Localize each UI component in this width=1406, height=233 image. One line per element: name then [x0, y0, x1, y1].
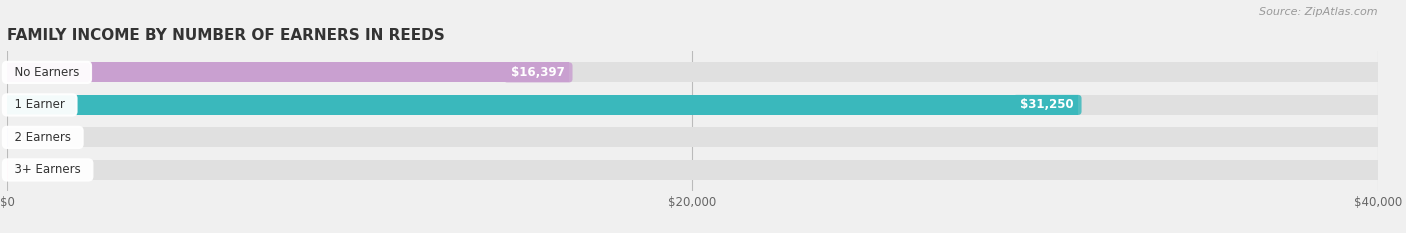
Text: Source: ZipAtlas.com: Source: ZipAtlas.com: [1260, 7, 1378, 17]
Text: 1 Earner: 1 Earner: [7, 98, 72, 111]
Bar: [7, 95, 1078, 115]
Text: $16,397: $16,397: [508, 66, 569, 79]
Bar: [7, 62, 1378, 82]
Text: $31,250: $31,250: [1017, 98, 1078, 111]
Text: $0: $0: [14, 163, 28, 176]
Bar: [7, 127, 1378, 147]
Text: 2 Earners: 2 Earners: [7, 131, 79, 144]
Text: No Earners: No Earners: [7, 66, 87, 79]
Bar: [7, 160, 1378, 180]
Text: $0: $0: [14, 131, 28, 144]
Bar: [7, 62, 569, 82]
Text: FAMILY INCOME BY NUMBER OF EARNERS IN REEDS: FAMILY INCOME BY NUMBER OF EARNERS IN RE…: [7, 28, 444, 43]
Bar: [7, 95, 1378, 115]
Text: 3+ Earners: 3+ Earners: [7, 163, 89, 176]
